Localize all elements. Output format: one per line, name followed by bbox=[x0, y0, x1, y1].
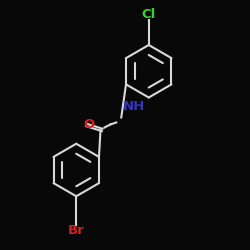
Text: Cl: Cl bbox=[142, 8, 156, 22]
Text: Br: Br bbox=[68, 224, 84, 236]
Text: NH: NH bbox=[122, 100, 145, 113]
Text: O: O bbox=[83, 118, 94, 132]
